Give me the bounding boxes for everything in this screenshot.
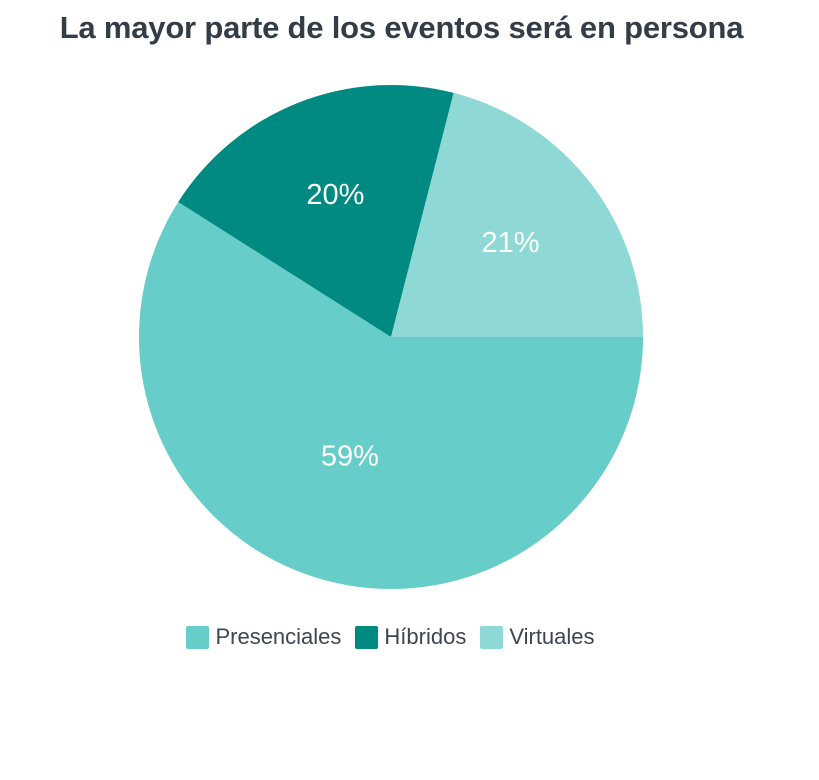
legend-swatch-virtuales [480, 625, 504, 649]
legend-swatch-presenciales [186, 625, 210, 649]
pie-slice-hibridos[interactable] [178, 85, 454, 337]
legend-label-hibridos: Híbridos [384, 624, 467, 649]
legend-label-presenciales: Presenciales [215, 624, 342, 649]
slice-label-presenciales: 59% [321, 441, 379, 473]
legend-item-hibridos[interactable]: Híbridos [355, 624, 466, 650]
legend-item-presenciales[interactable]: Presenciales [186, 624, 341, 650]
legend-label-virtuales: Virtuales [509, 624, 595, 649]
pie-chart: 59% 20% 21% [139, 85, 644, 590]
slice-label-virtuales: 21% [481, 227, 539, 259]
legend-swatch-hibridos [355, 625, 379, 649]
legend: Presenciales Híbridos Virtuales [0, 624, 781, 650]
chart-title: La mayor parte de los eventos será en pe… [59, 10, 744, 45]
legend-item-virtuales[interactable]: Virtuales [480, 624, 595, 650]
pie-slice-presenciales[interactable] [139, 201, 644, 590]
pie-slice-virtuales[interactable] [391, 92, 643, 337]
slice-label-hibridos: 20% [306, 179, 364, 211]
